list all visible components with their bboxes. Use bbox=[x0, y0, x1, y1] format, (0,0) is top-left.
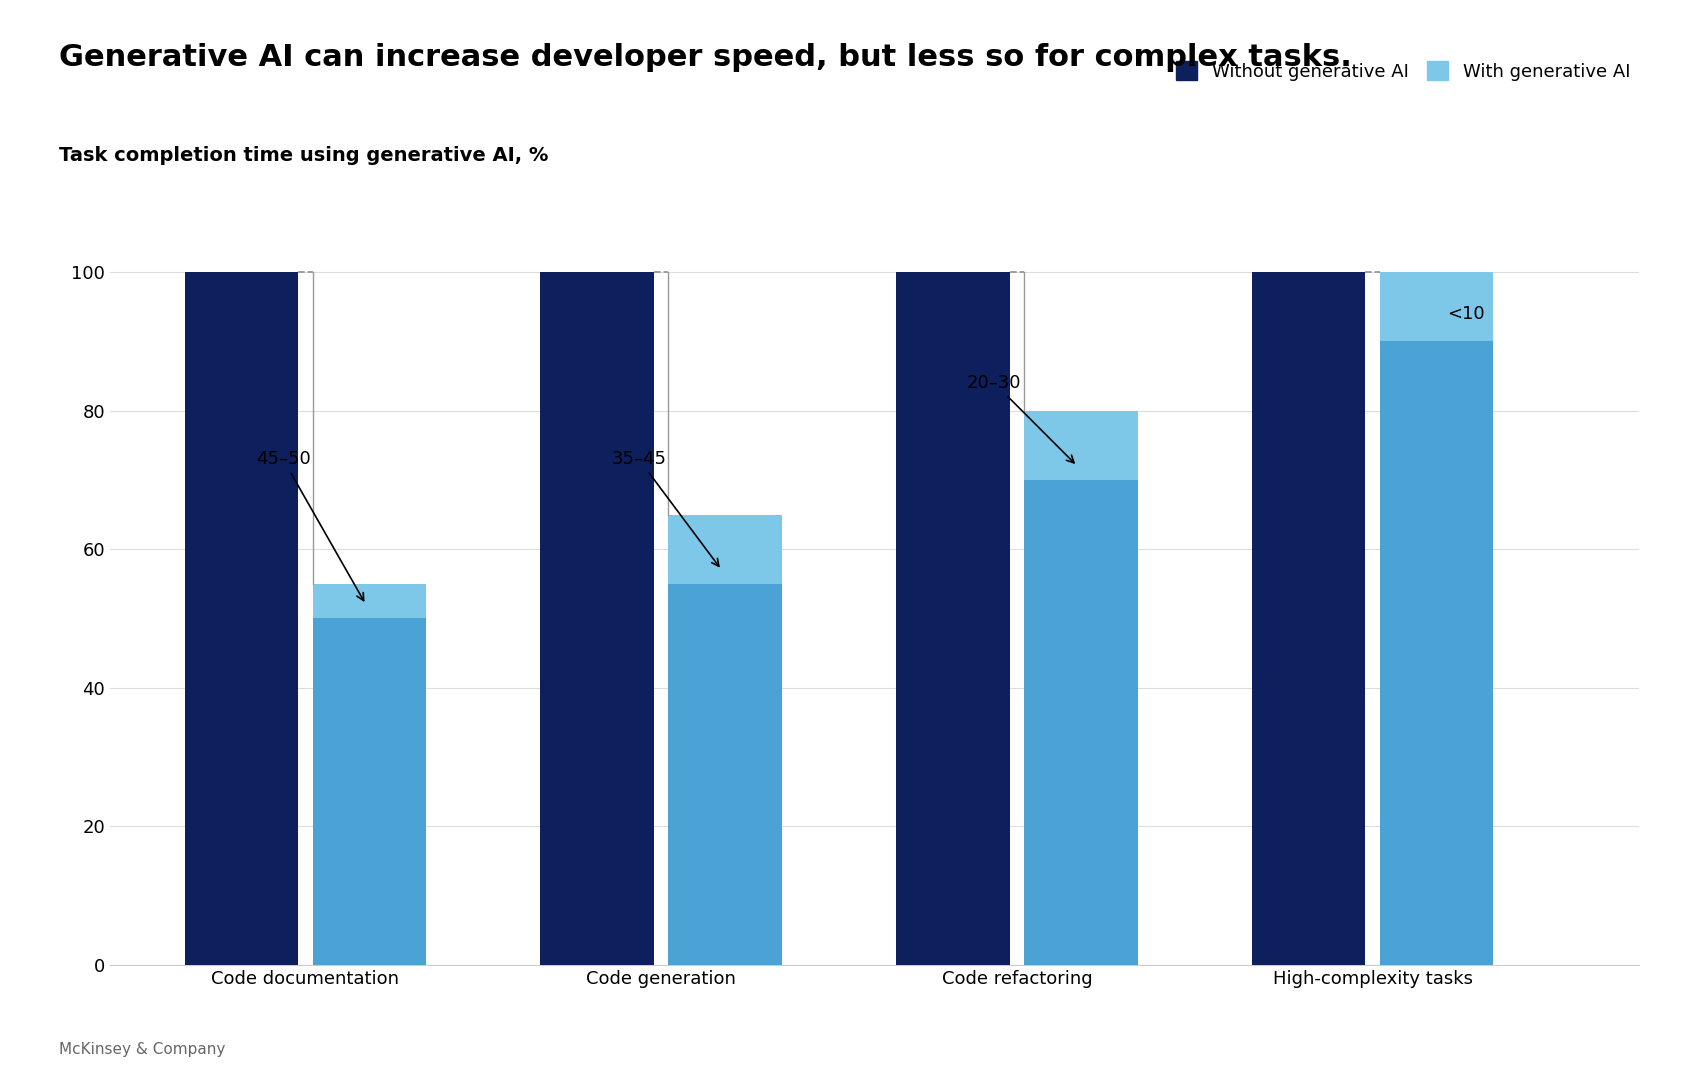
Bar bbox=[184, 272, 299, 965]
Text: Generative AI can increase developer speed, but less so for complex tasks.: Generative AI can increase developer spe… bbox=[59, 43, 1351, 73]
Text: 45–50: 45–50 bbox=[255, 450, 363, 601]
Text: McKinsey & Company: McKinsey & Company bbox=[59, 1042, 225, 1057]
Legend: Without generative AI, With generative AI: Without generative AI, With generative A… bbox=[1176, 62, 1630, 80]
Text: Task completion time using generative AI, %: Task completion time using generative AI… bbox=[59, 146, 549, 166]
Bar bbox=[540, 272, 654, 965]
Bar bbox=[1024, 411, 1137, 480]
Bar bbox=[1024, 480, 1137, 965]
Bar bbox=[895, 272, 1008, 965]
Bar bbox=[312, 619, 426, 965]
Bar bbox=[667, 515, 782, 584]
Bar bbox=[312, 584, 426, 619]
Text: <10: <10 bbox=[1446, 305, 1485, 323]
Text: 35–45: 35–45 bbox=[611, 450, 718, 566]
Bar bbox=[1252, 272, 1365, 965]
Bar bbox=[667, 584, 782, 965]
Text: 20–30: 20–30 bbox=[966, 374, 1074, 463]
Bar bbox=[1378, 272, 1493, 341]
Bar bbox=[1378, 341, 1493, 965]
